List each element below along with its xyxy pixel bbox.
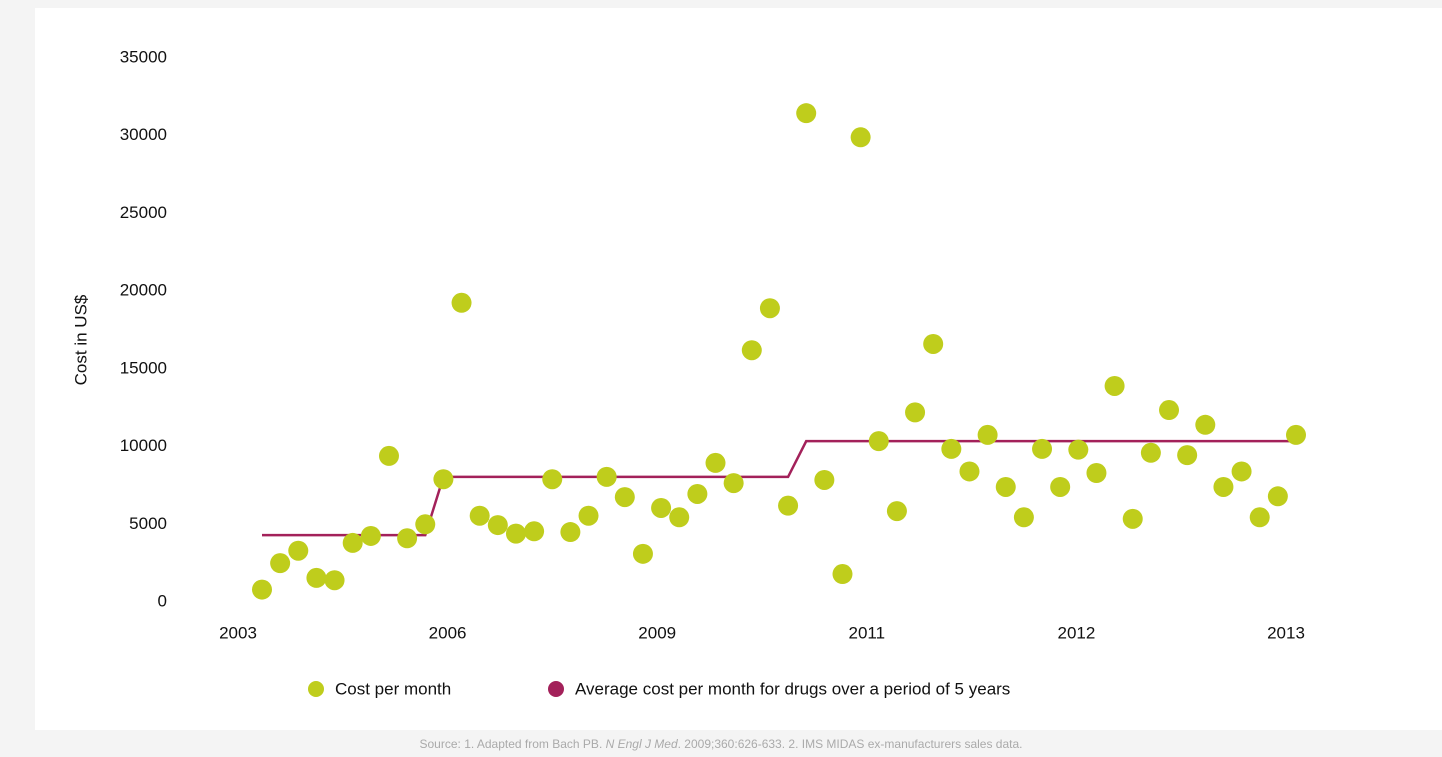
point — [1050, 476, 1071, 497]
source: Source: 1. Adapted from Bach PB. N Engl … — [420, 737, 1023, 751]
y-tick-label: 10000 — [120, 436, 167, 455]
y-tick-label: 25000 — [120, 203, 167, 222]
point — [1286, 424, 1306, 445]
point — [433, 469, 454, 490]
point — [270, 553, 291, 574]
point — [1032, 438, 1053, 459]
point — [542, 469, 563, 490]
x-tick-label: 2003 — [219, 623, 257, 642]
x-tick-label: 2013 — [1267, 623, 1305, 642]
y-tick-label: 5000 — [129, 514, 167, 533]
point — [741, 340, 762, 361]
point — [524, 521, 545, 542]
x-tick-label: 2011 — [849, 623, 886, 642]
point — [832, 564, 853, 585]
point — [778, 495, 799, 516]
chart-background — [35, 8, 1442, 730]
y-tick-label: 0 — [158, 591, 167, 610]
point — [451, 292, 472, 313]
point — [651, 497, 672, 518]
y-tick-label: 15000 — [120, 358, 167, 377]
point — [378, 445, 399, 466]
point — [687, 483, 708, 504]
point — [1122, 508, 1143, 529]
point — [252, 579, 272, 600]
point — [560, 522, 581, 543]
point — [1159, 400, 1180, 421]
point — [723, 473, 744, 494]
point — [397, 528, 418, 549]
x-tick-label: 2009 — [638, 623, 676, 642]
point — [1267, 486, 1288, 507]
point — [306, 567, 327, 588]
x-tick-label: 2012 — [1057, 623, 1095, 642]
y-tick-label: 20000 — [120, 281, 167, 300]
point — [669, 507, 690, 528]
point — [1177, 445, 1198, 466]
point — [705, 452, 726, 473]
legend-marker — [548, 681, 564, 697]
point — [886, 501, 907, 522]
point — [360, 525, 381, 546]
point — [796, 103, 817, 124]
point — [324, 570, 345, 591]
point — [1140, 442, 1161, 463]
point — [1013, 507, 1034, 528]
point — [905, 402, 926, 423]
point — [923, 333, 944, 354]
legend-label: Cost per month — [335, 679, 451, 698]
point — [977, 424, 998, 445]
point — [1068, 439, 1089, 460]
point — [1249, 507, 1270, 528]
point — [415, 514, 436, 535]
point — [1231, 461, 1252, 482]
source-journal: N Engl J Med — [606, 737, 678, 751]
x-tick-label: 2006 — [429, 623, 467, 642]
legend-marker — [308, 681, 324, 697]
point — [959, 461, 980, 482]
point — [505, 523, 526, 544]
point — [868, 431, 889, 452]
point — [469, 505, 490, 526]
point — [759, 298, 780, 319]
point — [632, 543, 653, 564]
legend-label: Average cost per month for drugs over a … — [575, 679, 1010, 698]
point — [814, 469, 835, 490]
point — [596, 466, 617, 487]
point — [614, 487, 635, 508]
point — [578, 505, 599, 526]
point — [941, 438, 962, 459]
y-tick-label: 30000 — [120, 125, 167, 144]
source-text: Source: 1. Adapted from Bach PB. — [420, 737, 606, 751]
point — [1195, 414, 1216, 435]
point — [1086, 462, 1107, 483]
average-line — [262, 439, 1296, 537]
point — [1213, 476, 1234, 497]
point — [850, 127, 871, 148]
y-tick-label: 35000 — [120, 47, 167, 66]
point — [342, 532, 363, 553]
point — [1104, 375, 1125, 396]
source-text: . 2009;360:626-633. 2. IMS MIDAS ex-manu… — [678, 737, 1023, 751]
point — [487, 515, 508, 536]
point — [288, 540, 309, 561]
y-axis-label: Cost in US$ — [71, 294, 90, 385]
point — [995, 476, 1016, 497]
